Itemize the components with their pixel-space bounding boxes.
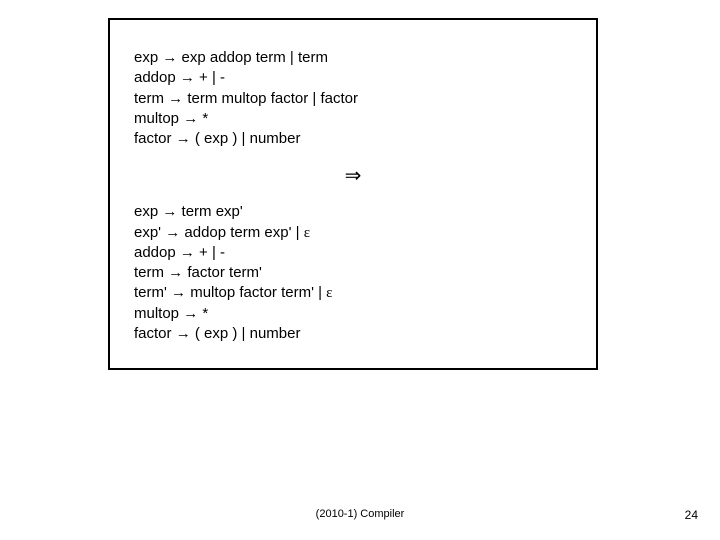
grammar-line: term' → multop factor term' | ε <box>134 283 572 303</box>
page-number: 24 <box>685 508 698 522</box>
grammar-line: multop → * <box>134 304 572 324</box>
grammar-line: exp' → addop term exp' | ε <box>134 223 572 243</box>
transition-row: ⇒ <box>134 149 572 202</box>
grammar-line: factor → ( exp ) | number <box>134 129 572 149</box>
grammar-block-top: exp → exp addop term | termaddop → + | -… <box>134 48 572 149</box>
double-arrow-icon: ⇒ <box>345 163 362 188</box>
footer-center-text: (2010-1) Compiler <box>0 508 720 520</box>
slide: exp → exp addop term | termaddop → + | -… <box>0 0 720 540</box>
grammar-line: exp → term exp' <box>134 202 572 222</box>
grammar-box: exp → exp addop term | termaddop → + | -… <box>108 18 598 370</box>
grammar-line: addop → + | - <box>134 243 572 263</box>
grammar-line: factor → ( exp ) | number <box>134 324 572 344</box>
footer: (2010-1) Compiler 24 <box>0 508 720 526</box>
grammar-line: term → term multop factor | factor <box>134 89 572 109</box>
grammar-line: multop → * <box>134 109 572 129</box>
grammar-line: exp → exp addop term | term <box>134 48 572 68</box>
grammar-block-bottom: exp → term exp'exp' → addop term exp' | … <box>134 202 572 344</box>
grammar-line: term → factor term' <box>134 263 572 283</box>
grammar-line: addop → + | - <box>134 68 572 88</box>
